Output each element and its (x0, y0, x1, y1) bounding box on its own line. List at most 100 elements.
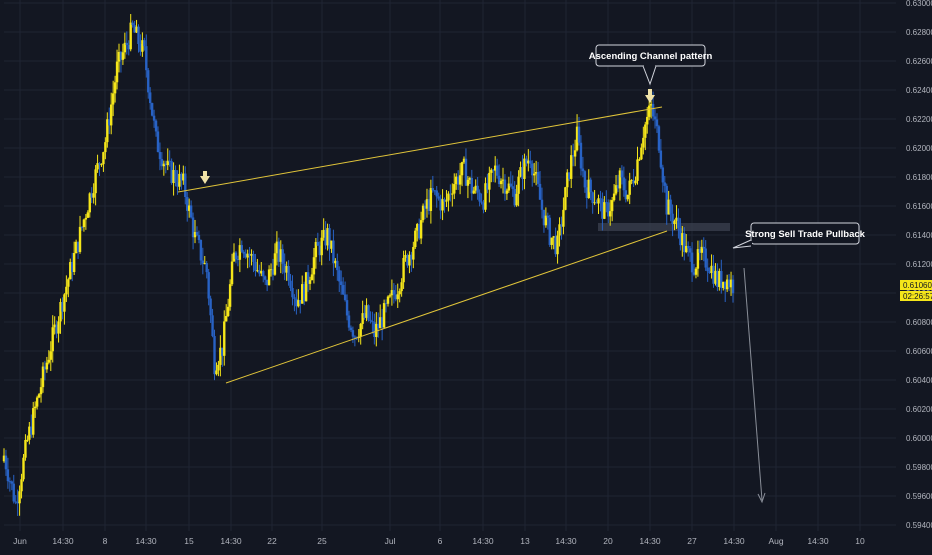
candle (168, 150, 171, 167)
candle (345, 294, 349, 321)
pullback-callout-text: Strong Sell Trade Pullback (745, 229, 866, 240)
candle (546, 212, 550, 230)
candle (121, 43, 125, 65)
candle (147, 68, 150, 99)
candle (252, 250, 255, 273)
candle (269, 263, 273, 277)
candle (133, 20, 136, 33)
candle (127, 40, 130, 56)
candle (493, 156, 497, 183)
candle (683, 227, 686, 261)
candle (507, 176, 511, 193)
candle (283, 253, 286, 281)
candle (240, 240, 244, 253)
candle (503, 174, 507, 201)
candle (425, 188, 429, 218)
channel-lower-trendline[interactable] (225, 230, 668, 384)
top-down-arrow-icon (200, 171, 210, 184)
candle (562, 197, 565, 235)
candle (115, 49, 119, 90)
candle (628, 172, 631, 205)
candle (410, 251, 413, 272)
candle (371, 311, 374, 334)
candle (616, 174, 620, 192)
candle (515, 184, 518, 207)
candle (16, 489, 19, 516)
candle (347, 310, 351, 331)
candle (24, 434, 27, 461)
candle (238, 238, 242, 273)
candle (679, 218, 682, 251)
candle (332, 229, 335, 277)
candle (591, 191, 594, 214)
candle (215, 362, 218, 376)
candle (373, 313, 376, 345)
candle (552, 235, 555, 250)
candle (187, 198, 191, 218)
candle (445, 190, 448, 208)
candle (33, 401, 37, 418)
last-price-tag: 0.61060 02:26:57 (900, 280, 932, 301)
candle (131, 20, 134, 28)
candle (396, 283, 399, 308)
last-price-value: 0.61060 (903, 281, 932, 290)
candle (638, 157, 641, 161)
time-axis[interactable]: Jun 14:30 8 14:30 15 14:30 22 25 Jul 6 14:30 13 14:3… (13, 536, 865, 546)
candle (398, 288, 401, 303)
candle (22, 454, 25, 482)
channel-callout[interactable]: Ascending Channel pattern (589, 44, 713, 86)
candle (456, 170, 460, 190)
candle (304, 272, 308, 302)
candle (217, 360, 220, 377)
drawing-tools (177, 106, 766, 504)
candle (605, 190, 608, 213)
projection-arrow-line[interactable] (743, 267, 763, 501)
candle (135, 19, 138, 34)
candle (63, 293, 66, 325)
candle (470, 169, 474, 201)
candle (663, 175, 666, 193)
candle (511, 175, 514, 197)
candle (460, 161, 464, 187)
candle (626, 194, 629, 202)
candle (326, 223, 329, 251)
candle (417, 218, 421, 240)
grid (4, 0, 896, 531)
candle (299, 299, 302, 314)
candle (59, 298, 62, 334)
candle (203, 255, 206, 265)
time-tick-label: Jun (13, 536, 27, 546)
candle (338, 266, 341, 292)
candle (585, 179, 589, 209)
candle (12, 474, 15, 504)
candle (256, 258, 259, 273)
candle (90, 187, 93, 204)
candle (441, 189, 444, 221)
candle (468, 176, 472, 185)
candle (531, 160, 534, 187)
candle (43, 360, 47, 381)
candle (437, 192, 440, 201)
candle (501, 167, 505, 194)
candle (230, 253, 234, 287)
candle (125, 31, 128, 55)
candle (513, 181, 516, 208)
candle (287, 260, 290, 286)
candle (431, 175, 435, 193)
candle (51, 315, 54, 363)
candle (400, 278, 403, 297)
candle (464, 148, 468, 187)
time-tick-label: 6 (438, 536, 443, 546)
pullback-callout[interactable]: Strong Sell Trade Pullback (732, 222, 866, 249)
channel-upper-trendline[interactable] (177, 106, 663, 193)
candle (686, 241, 690, 257)
candle (548, 214, 551, 247)
candle (150, 102, 154, 117)
time-tick-label: 13 (520, 536, 530, 546)
